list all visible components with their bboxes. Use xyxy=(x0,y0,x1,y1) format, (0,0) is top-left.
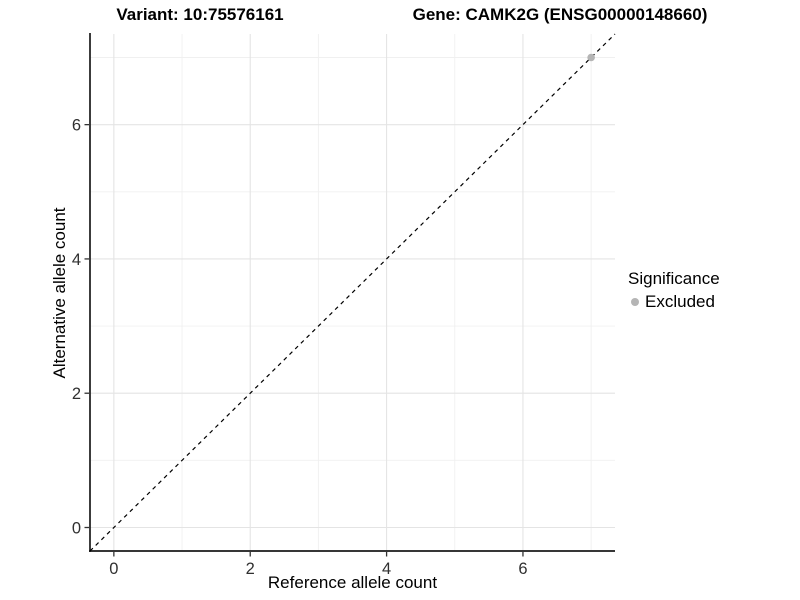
x-axis-title: Reference allele count xyxy=(267,573,438,592)
data-point-excluded xyxy=(587,53,595,62)
y-tick-label: 4 xyxy=(72,251,81,269)
plot-title-gene: Gene: CAMK2G (ENSG00000148660) xyxy=(412,5,708,24)
y-tick-label: 6 xyxy=(72,117,81,135)
x-tick-label: 4 xyxy=(382,560,391,578)
plot-title-variant: Variant: 10:75576161 xyxy=(116,5,284,24)
x-tick-label: 0 xyxy=(109,560,118,578)
legend-title: Significance xyxy=(628,269,720,288)
legend-item-label: Excluded xyxy=(645,292,715,311)
legend: Significance Excluded xyxy=(628,269,720,312)
legend-item-excluded: Excluded xyxy=(628,292,720,312)
excluded-point-swatch xyxy=(631,298,639,306)
identity-line xyxy=(89,33,616,552)
x-tick-label: 2 xyxy=(246,560,255,578)
y-tick-label: 0 xyxy=(72,520,81,538)
x-tick-label: 6 xyxy=(518,560,527,578)
y-tick-label: 2 xyxy=(72,385,81,403)
